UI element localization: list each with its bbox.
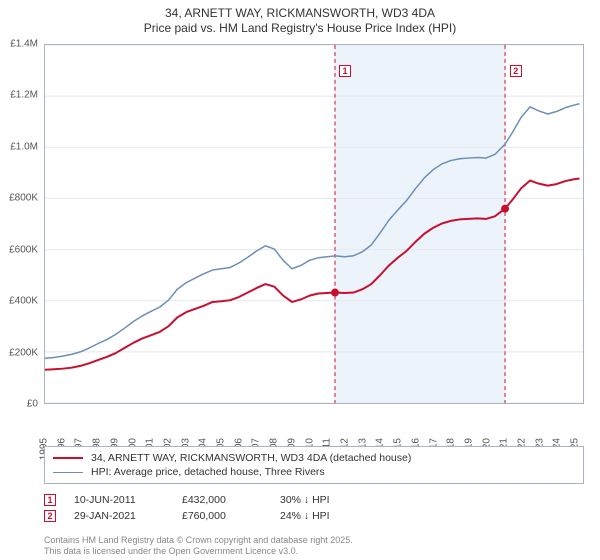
y-tick-label: £1.2M bbox=[10, 90, 38, 101]
y-tick-label: £600K bbox=[9, 244, 38, 255]
footer-line2: This data is licensed under the Open Gov… bbox=[44, 546, 353, 557]
sale-row: 2 29-JAN-2021 £760,000 24% ↓ HPI bbox=[44, 508, 584, 524]
y-tick-label: £0 bbox=[27, 399, 38, 410]
legend-swatch bbox=[53, 457, 83, 459]
legend-row: 34, ARNETT WAY, RICKMANSWORTH, WD3 4DA (… bbox=[53, 451, 575, 465]
sale-diff: 30% ↓ HPI bbox=[280, 494, 380, 506]
sale-diff: 24% ↓ HPI bbox=[280, 510, 380, 522]
x-axis-ticks: 1995199619971998199920002001200220032004… bbox=[44, 406, 584, 446]
sale-date: 29-JAN-2021 bbox=[74, 510, 164, 522]
y-tick-label: £1.0M bbox=[10, 141, 38, 152]
footer-line1: Contains HM Land Registry data © Crown c… bbox=[44, 535, 353, 546]
y-tick-label: £400K bbox=[9, 296, 38, 307]
sale-flag: 1 bbox=[44, 494, 56, 506]
chart-container: 34, ARNETT WAY, RICKMANSWORTH, WD3 4DA P… bbox=[0, 0, 600, 560]
sale-price: £432,000 bbox=[182, 494, 262, 506]
sale-date: 10-JUN-2011 bbox=[74, 494, 164, 506]
legend-swatch bbox=[53, 472, 83, 473]
plot-svg bbox=[45, 45, 583, 403]
chart-title-line2: Price paid vs. HM Land Registry's House … bbox=[0, 21, 600, 36]
sale-flag: 2 bbox=[44, 510, 56, 522]
legend-label: HPI: Average price, detached house, Thre… bbox=[91, 466, 325, 478]
sale-row: 1 10-JUN-2011 £432,000 30% ↓ HPI bbox=[44, 492, 584, 508]
y-tick-label: £1.4M bbox=[10, 39, 38, 50]
y-tick-label: £800K bbox=[9, 193, 38, 204]
plot-area: 12 bbox=[44, 44, 584, 404]
sales-table: 1 10-JUN-2011 £432,000 30% ↓ HPI 2 29-JAN-202… bbox=[44, 492, 584, 524]
y-tick-label: £200K bbox=[9, 347, 38, 358]
sale-price: £760,000 bbox=[182, 510, 262, 522]
chart-title-block: 34, ARNETT WAY, RICKMANSWORTH, WD3 4DA P… bbox=[0, 0, 600, 36]
chart-title-line1: 34, ARNETT WAY, RICKMANSWORTH, WD3 4DA bbox=[0, 6, 600, 21]
legend-row: HPI: Average price, detached house, Thre… bbox=[53, 465, 575, 479]
legend-label: 34, ARNETT WAY, RICKMANSWORTH, WD3 4DA (… bbox=[91, 452, 411, 464]
footer-attribution: Contains HM Land Registry data © Crown c… bbox=[44, 535, 353, 558]
sale-marker-flag: 2 bbox=[510, 65, 522, 77]
y-axis-ticks: £0£200K£400K£600K£800K£1.0M£1.2M£1.4M bbox=[0, 44, 42, 404]
legend-box: 34, ARNETT WAY, RICKMANSWORTH, WD3 4DA (… bbox=[44, 446, 584, 484]
sale-marker-flag: 1 bbox=[339, 65, 351, 77]
